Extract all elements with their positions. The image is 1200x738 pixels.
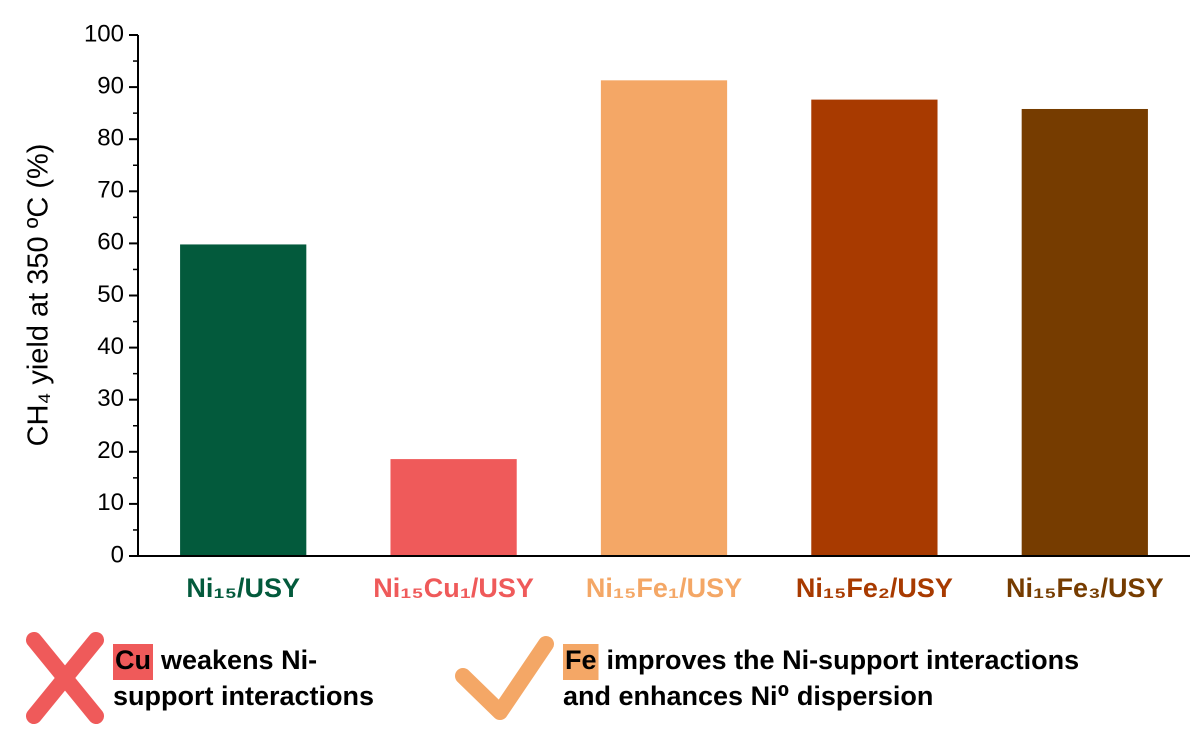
y-tick-label: 80	[97, 125, 124, 152]
annotation-text: support interactions	[113, 681, 374, 711]
x-tick-label: Ni₁₅Fe₂/USY	[796, 573, 953, 603]
y-tick-label: 100	[84, 20, 124, 47]
y-axis-label: CH₄ yield at 350 ºC (%)	[23, 144, 55, 447]
y-tick-label: 70	[97, 177, 124, 204]
y-tick-label: 40	[97, 333, 124, 360]
x-tick-label: Ni₁₅Fe₃/USY	[1006, 573, 1164, 603]
check-icon	[455, 636, 554, 720]
cross-icon	[26, 632, 104, 724]
highlight-box	[113, 644, 153, 680]
bar	[180, 244, 307, 556]
y-tick-label: 50	[97, 281, 124, 308]
y-tick-label: 10	[97, 489, 124, 516]
annotation-text: weakens Ni-	[160, 645, 317, 675]
y-tick-label: 60	[97, 229, 124, 256]
bar	[811, 99, 938, 556]
y-tick-label: 0	[111, 541, 124, 568]
bar	[600, 80, 728, 557]
y-tick-label: 90	[97, 72, 124, 99]
annotation-text: improves the Ni-support interactions	[607, 645, 1080, 675]
y-tick-label: 20	[97, 437, 124, 464]
y-tick-label: 30	[97, 385, 124, 412]
bar	[390, 459, 517, 556]
bar	[1021, 108, 1148, 557]
x-tick-label: Ni₁₅Fe₁/USY	[586, 573, 742, 603]
highlight-box	[563, 644, 599, 680]
x-tick-label: Ni₁₅Cu₁/USY	[373, 573, 534, 603]
x-tick-label: Ni₁₅/USY	[186, 573, 300, 603]
annotation-text: and enhances Ni⁰ dispersion	[563, 681, 933, 711]
annotation-highlight: Fe	[565, 645, 597, 675]
annotation-highlight: Cu	[115, 645, 151, 675]
